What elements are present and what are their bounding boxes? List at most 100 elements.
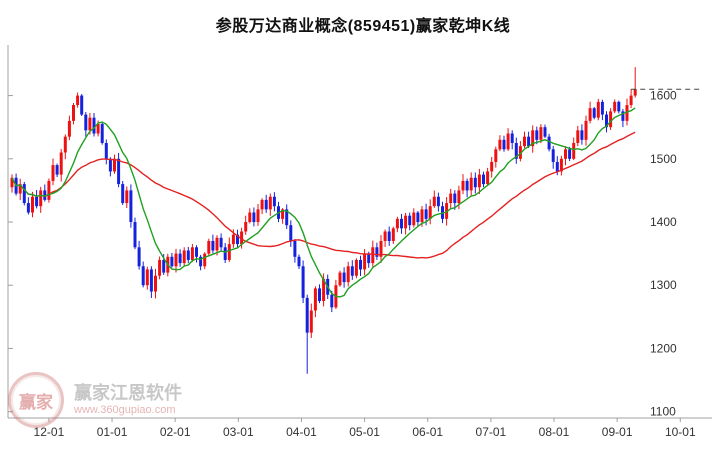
candle-body bbox=[473, 177, 477, 188]
candle-body bbox=[158, 259, 162, 276]
ma-short-line bbox=[11, 107, 636, 298]
candle-body bbox=[490, 161, 494, 172]
candle-body bbox=[252, 212, 256, 223]
candle-body bbox=[186, 250, 190, 260]
candle-body bbox=[174, 253, 178, 267]
candle-body bbox=[305, 297, 309, 333]
candle-body bbox=[133, 222, 137, 248]
candle-body bbox=[580, 130, 584, 140]
candle-body bbox=[387, 231, 391, 241]
candle-body bbox=[63, 136, 67, 153]
candle-body bbox=[592, 108, 596, 118]
candle-body bbox=[342, 272, 346, 283]
x-tick-label: 03-01 bbox=[223, 425, 254, 439]
candle-body bbox=[486, 171, 490, 185]
candle-body bbox=[395, 218, 399, 229]
candle-body bbox=[629, 95, 633, 106]
candle-body bbox=[330, 294, 334, 308]
candle-body bbox=[248, 212, 252, 223]
candle-body bbox=[514, 142, 518, 159]
candle-body bbox=[117, 158, 121, 185]
candle-body bbox=[39, 190, 43, 207]
x-tick-label: 08-01 bbox=[539, 425, 570, 439]
candle-body bbox=[576, 130, 580, 143]
y-tick-label: 1600 bbox=[650, 89, 677, 103]
candle-body bbox=[76, 95, 80, 106]
candle-body bbox=[461, 180, 465, 191]
candle-body bbox=[100, 124, 104, 143]
candle-body bbox=[322, 278, 326, 302]
candle-body bbox=[84, 114, 88, 131]
candle-body bbox=[424, 209, 428, 219]
candle-body bbox=[35, 196, 39, 207]
x-tick-label: 06-01 bbox=[412, 425, 443, 439]
candle-body bbox=[26, 203, 30, 213]
candle-body bbox=[43, 190, 47, 200]
candle-body bbox=[297, 256, 301, 267]
candle-body bbox=[219, 237, 223, 248]
candle-body bbox=[346, 266, 350, 283]
candle-body bbox=[10, 177, 14, 188]
candle-body bbox=[469, 177, 473, 191]
candle-body bbox=[268, 196, 272, 210]
candle-body bbox=[547, 136, 551, 150]
candle-body bbox=[289, 225, 293, 241]
candle-body bbox=[436, 196, 440, 207]
candle-body bbox=[564, 149, 567, 159]
candle-body bbox=[523, 136, 526, 147]
ma-long-line bbox=[11, 131, 636, 259]
candle-body bbox=[605, 114, 608, 128]
candle-body bbox=[195, 247, 198, 257]
candle-body bbox=[432, 196, 436, 207]
candle-body bbox=[518, 146, 522, 159]
candle-body bbox=[18, 184, 22, 194]
candle-body bbox=[231, 234, 235, 245]
candle-body bbox=[445, 203, 449, 219]
candle-body bbox=[338, 272, 342, 286]
candle-body bbox=[260, 199, 264, 210]
candle-body bbox=[498, 139, 502, 150]
candle-body bbox=[104, 142, 108, 159]
candle-body bbox=[359, 259, 362, 270]
candle-body bbox=[182, 250, 186, 264]
candle-body bbox=[293, 240, 297, 257]
candle-body bbox=[162, 259, 166, 273]
candle-body bbox=[568, 149, 572, 159]
candle-body bbox=[207, 240, 211, 254]
y-tick-label: 1500 bbox=[650, 152, 677, 166]
candle-body bbox=[543, 127, 547, 137]
candle-body bbox=[477, 174, 481, 188]
candle-body bbox=[588, 108, 592, 121]
candle-body bbox=[88, 117, 92, 131]
candle-body bbox=[383, 231, 387, 241]
candle-body bbox=[539, 127, 543, 140]
candle-body bbox=[203, 253, 207, 267]
candle-body bbox=[453, 193, 457, 204]
candle-body bbox=[404, 215, 408, 229]
candle-body bbox=[313, 288, 317, 311]
candle-body bbox=[428, 206, 432, 219]
candle-body bbox=[309, 310, 313, 333]
candle-body bbox=[416, 212, 420, 223]
candle-body bbox=[281, 209, 285, 219]
candle-body bbox=[363, 253, 367, 270]
x-tick-label: 09-01 bbox=[602, 425, 633, 439]
candle-body bbox=[59, 152, 63, 175]
x-tick-label: 02-01 bbox=[160, 425, 191, 439]
candle-body bbox=[354, 259, 358, 276]
candle-body bbox=[31, 196, 34, 213]
x-tick-label: 12-01 bbox=[34, 425, 65, 439]
candle-body bbox=[559, 158, 563, 172]
candle-body bbox=[236, 234, 239, 245]
candle-body bbox=[125, 190, 129, 204]
candle-body bbox=[22, 184, 26, 204]
candle-body bbox=[145, 269, 149, 286]
candle-body bbox=[47, 180, 51, 200]
candle-body bbox=[199, 256, 203, 267]
candle-body bbox=[211, 240, 215, 251]
candle-body bbox=[494, 149, 498, 162]
candle-body bbox=[137, 247, 141, 267]
candle-body bbox=[379, 240, 383, 257]
candle-body bbox=[350, 266, 354, 276]
